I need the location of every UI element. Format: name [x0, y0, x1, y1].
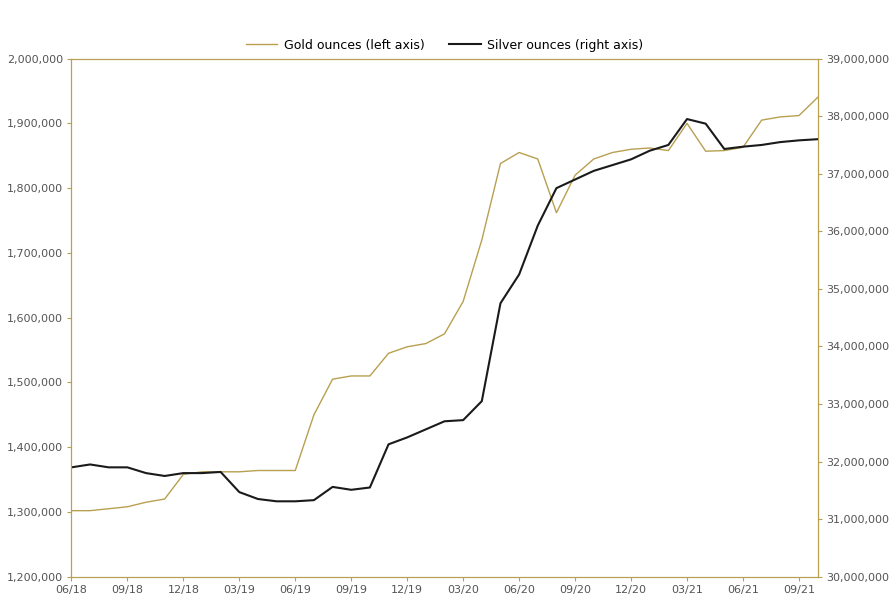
- Gold ounces (left axis): [234, 468, 245, 476]
- Silver ounces (right axis): [308, 497, 319, 504]
- Gold ounces (left axis): [682, 120, 693, 127]
- Silver ounces (right axis): [625, 156, 636, 163]
- Silver ounces (right axis): [513, 271, 524, 278]
- Gold ounces (left axis): [215, 468, 226, 476]
- Silver ounces (right axis): [644, 147, 655, 154]
- Gold ounces (left axis): [346, 373, 357, 380]
- Gold ounces (left axis): [625, 146, 636, 153]
- Gold ounces (left axis): [66, 507, 77, 514]
- Gold ounces (left axis): [775, 113, 786, 120]
- Legend: Gold ounces (left axis), Silver ounces (right axis): Gold ounces (left axis), Silver ounces (…: [241, 34, 648, 57]
- Gold ounces (left axis): [719, 147, 729, 154]
- Silver ounces (right axis): [532, 222, 543, 229]
- Gold ounces (left axis): [794, 112, 805, 119]
- Gold ounces (left axis): [401, 343, 412, 350]
- Gold ounces (left axis): [570, 172, 581, 179]
- Gold ounces (left axis): [458, 298, 469, 305]
- Gold ounces (left axis): [663, 147, 674, 154]
- Gold ounces (left axis): [532, 155, 543, 163]
- Gold ounces (left axis): [196, 468, 207, 476]
- Line: Silver ounces (right axis): Silver ounces (right axis): [72, 119, 817, 501]
- Gold ounces (left axis): [141, 498, 151, 506]
- Silver ounces (right axis): [551, 185, 562, 192]
- Silver ounces (right axis): [420, 426, 431, 433]
- Line: Gold ounces (left axis): Gold ounces (left axis): [72, 98, 817, 510]
- Gold ounces (left axis): [178, 471, 189, 478]
- Silver ounces (right axis): [589, 167, 599, 175]
- Gold ounces (left axis): [701, 147, 711, 155]
- Silver ounces (right axis): [122, 464, 133, 471]
- Silver ounces (right axis): [365, 484, 375, 491]
- Silver ounces (right axis): [271, 498, 282, 505]
- Gold ounces (left axis): [644, 144, 655, 152]
- Silver ounces (right axis): [737, 143, 748, 150]
- Gold ounces (left axis): [477, 237, 487, 244]
- Silver ounces (right axis): [439, 418, 450, 425]
- Silver ounces (right axis): [234, 488, 245, 495]
- Silver ounces (right axis): [701, 120, 711, 127]
- Gold ounces (left axis): [812, 94, 823, 101]
- Gold ounces (left axis): [420, 340, 431, 347]
- Silver ounces (right axis): [66, 464, 77, 471]
- Gold ounces (left axis): [103, 505, 114, 512]
- Gold ounces (left axis): [589, 155, 599, 163]
- Silver ounces (right axis): [290, 498, 301, 505]
- Silver ounces (right axis): [682, 116, 693, 123]
- Gold ounces (left axis): [290, 467, 301, 474]
- Silver ounces (right axis): [178, 470, 189, 477]
- Gold ounces (left axis): [327, 376, 338, 383]
- Silver ounces (right axis): [85, 461, 96, 468]
- Silver ounces (right axis): [141, 470, 151, 477]
- Silver ounces (right axis): [103, 464, 114, 471]
- Silver ounces (right axis): [794, 137, 805, 144]
- Silver ounces (right axis): [495, 300, 506, 307]
- Silver ounces (right axis): [401, 434, 412, 441]
- Gold ounces (left axis): [383, 350, 394, 357]
- Gold ounces (left axis): [495, 160, 506, 167]
- Silver ounces (right axis): [458, 417, 469, 424]
- Gold ounces (left axis): [253, 467, 263, 474]
- Gold ounces (left axis): [513, 149, 524, 156]
- Silver ounces (right axis): [663, 141, 674, 149]
- Gold ounces (left axis): [159, 495, 170, 503]
- Silver ounces (right axis): [253, 495, 263, 503]
- Silver ounces (right axis): [775, 138, 786, 146]
- Silver ounces (right axis): [756, 141, 767, 149]
- Silver ounces (right axis): [719, 145, 729, 152]
- Gold ounces (left axis): [439, 330, 450, 338]
- Silver ounces (right axis): [477, 397, 487, 405]
- Silver ounces (right axis): [607, 161, 617, 169]
- Silver ounces (right axis): [383, 441, 394, 448]
- Gold ounces (left axis): [122, 503, 133, 510]
- Silver ounces (right axis): [570, 176, 581, 183]
- Silver ounces (right axis): [159, 473, 170, 480]
- Gold ounces (left axis): [737, 144, 748, 151]
- Gold ounces (left axis): [271, 467, 282, 474]
- Gold ounces (left axis): [607, 149, 617, 156]
- Silver ounces (right axis): [812, 135, 823, 143]
- Silver ounces (right axis): [346, 486, 357, 494]
- Gold ounces (left axis): [308, 411, 319, 418]
- Gold ounces (left axis): [365, 373, 375, 380]
- Gold ounces (left axis): [756, 117, 767, 124]
- Gold ounces (left axis): [551, 209, 562, 216]
- Silver ounces (right axis): [215, 468, 226, 476]
- Gold ounces (left axis): [85, 507, 96, 514]
- Silver ounces (right axis): [196, 470, 207, 477]
- Silver ounces (right axis): [327, 483, 338, 491]
